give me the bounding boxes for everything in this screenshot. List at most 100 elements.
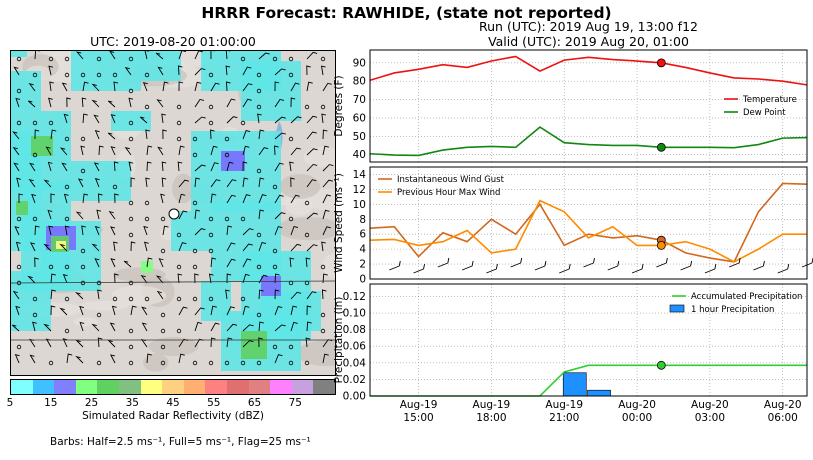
colorbar-swatch <box>291 380 314 394</box>
wind-barb <box>32 321 37 332</box>
wind-barb <box>64 225 70 236</box>
calm-wind-marker <box>128 216 134 222</box>
calm-wind-marker <box>208 248 214 254</box>
wind-barb <box>94 130 100 140</box>
wind-barb <box>461 260 474 271</box>
calm-wind-marker <box>16 88 22 94</box>
calm-wind-marker <box>128 136 134 142</box>
wind-barb <box>124 66 132 76</box>
wind-barb <box>178 306 188 316</box>
legend-label: Previous Hour Max Wind <box>397 188 500 198</box>
calm-wind-marker <box>32 296 38 302</box>
wind-barbs-layer <box>11 51 334 366</box>
calm-wind-marker <box>96 360 102 366</box>
terrain-patch <box>322 253 335 278</box>
wind-barb <box>113 161 119 172</box>
wind-barb <box>258 52 270 60</box>
wind-barb <box>47 209 53 220</box>
wind-barb <box>130 177 136 188</box>
wind-barb <box>74 291 84 300</box>
calm-wind-marker <box>192 360 198 366</box>
wind-barb <box>141 322 148 332</box>
calm-wind-marker <box>288 216 294 222</box>
wind-barb <box>321 289 327 300</box>
calm-wind-marker <box>192 264 198 270</box>
series-line <box>369 126 808 157</box>
y-tick-label: 0.08 <box>343 324 366 336</box>
reflectivity-area <box>141 51 181 81</box>
x-tick-label: Aug-20 <box>691 399 729 411</box>
wind-barb <box>290 225 299 236</box>
panel-2: 0 2 4 6 8 10 12 14 Wind Speed (ms⁻¹) Instantaneou… <box>333 166 813 286</box>
wind-barb <box>704 263 717 274</box>
x-tick-label: 00:00 <box>622 412 652 424</box>
calm-wind-marker <box>288 360 294 366</box>
wind-barb <box>208 273 214 284</box>
wind-barb <box>226 194 236 204</box>
wind-barb <box>274 354 283 364</box>
colorbar-swatch <box>205 380 227 394</box>
wind-barb <box>48 65 54 76</box>
wind-barb <box>146 161 152 172</box>
wind-barb <box>145 177 150 188</box>
calm-wind-marker <box>64 216 70 222</box>
wind-barb <box>107 100 116 108</box>
wind-barb <box>13 66 20 76</box>
wind-barb <box>145 129 150 140</box>
calm-wind-marker <box>112 72 118 78</box>
calm-wind-marker <box>96 312 102 318</box>
wind-barb <box>194 273 199 284</box>
calm-wind-marker <box>64 328 70 334</box>
wind-barb <box>18 193 24 204</box>
wind-barb <box>50 305 56 316</box>
calm-wind-marker <box>80 136 86 142</box>
precip-bar <box>562 372 587 397</box>
calm-wind-marker <box>160 360 166 366</box>
wind-barb <box>194 164 206 172</box>
wind-barb <box>225 51 231 60</box>
wind-barb <box>656 257 668 268</box>
wind-barb <box>306 81 313 92</box>
wind-barb <box>63 113 69 124</box>
calm-wind-marker <box>80 72 86 78</box>
calm-wind-marker <box>128 344 134 350</box>
series-line <box>369 199 807 263</box>
wind-barb <box>242 98 252 108</box>
run-label: Run (UTC): 2019 Aug 19, 13:00 f12 <box>479 19 698 34</box>
wind-barb <box>109 51 116 60</box>
wind-barb <box>66 353 73 364</box>
wind-barb <box>43 243 52 252</box>
wind-barb <box>322 129 328 140</box>
wind-barb <box>210 322 220 332</box>
x-tick-label: 15:00 <box>403 412 433 424</box>
wind-barb <box>79 305 85 316</box>
wind-barb <box>91 99 100 108</box>
colorbar-label: Simulated Radar Reflectivity (dBZ) <box>82 410 264 422</box>
calm-wind-marker <box>208 120 214 126</box>
calm-wind-marker <box>320 328 326 334</box>
wind-barb <box>50 129 57 140</box>
wind-barb <box>12 131 20 140</box>
wind-barb <box>156 290 164 300</box>
wind-barb <box>128 161 134 172</box>
map-svg <box>11 51 335 372</box>
calm-wind-marker <box>192 136 198 142</box>
calm-wind-marker <box>128 200 134 206</box>
wind-barb <box>45 146 52 156</box>
wind-barb <box>178 210 188 220</box>
calm-wind-marker <box>208 232 214 238</box>
wind-barb <box>306 51 318 60</box>
calm-wind-marker <box>32 120 38 126</box>
wind-barb <box>258 274 268 284</box>
wind-barb <box>155 52 164 60</box>
calm-wind-marker <box>304 104 310 110</box>
calm-wind-marker <box>112 296 118 302</box>
wind-barb <box>161 113 166 124</box>
wind-barb <box>290 147 301 156</box>
calm-wind-marker <box>192 152 198 158</box>
wind-barb <box>75 355 84 364</box>
wind-barb <box>290 194 300 204</box>
wind-barb <box>274 194 284 204</box>
calm-wind-marker <box>96 72 102 78</box>
wind-barb <box>322 226 331 236</box>
